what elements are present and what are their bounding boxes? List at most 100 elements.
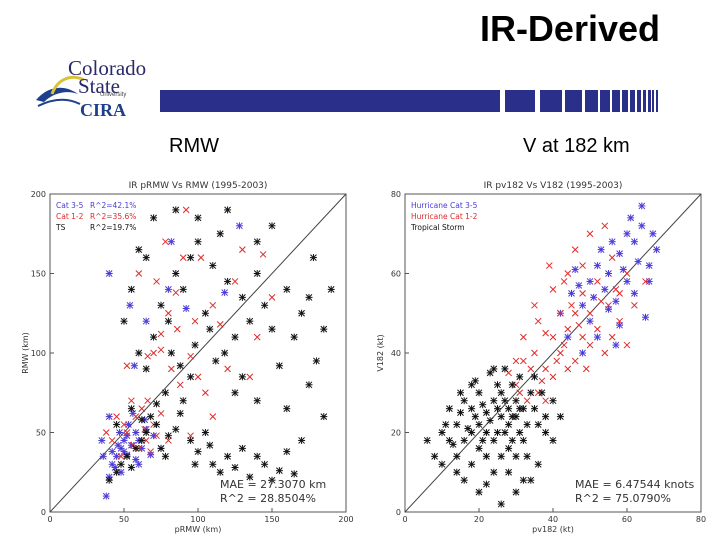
data-point xyxy=(616,250,624,258)
data-point xyxy=(216,321,224,328)
data-point xyxy=(482,480,490,488)
data-point xyxy=(453,421,461,429)
csu-cira-logo: Colorado State University CIRA xyxy=(34,56,154,122)
data-point xyxy=(631,301,638,309)
data-point xyxy=(253,238,261,246)
data-point xyxy=(630,238,638,246)
subtitle-v182: V at 182 km xyxy=(523,135,630,157)
data-point xyxy=(512,488,520,496)
data-point xyxy=(505,405,513,413)
data-point xyxy=(564,270,572,277)
data-point xyxy=(649,230,657,238)
data-point xyxy=(268,325,276,333)
data-point xyxy=(608,238,616,246)
mae-text: MAE = 6.47544 knots xyxy=(575,478,695,491)
data-point xyxy=(531,373,538,381)
data-point xyxy=(128,397,135,405)
legend-label: Cat 3-5 xyxy=(56,201,84,210)
data-point xyxy=(623,230,631,238)
reference-line xyxy=(49,193,347,513)
data-point xyxy=(105,476,113,484)
stripe-bar xyxy=(540,90,562,112)
data-point xyxy=(144,397,152,405)
data-point xyxy=(564,365,572,373)
data-point xyxy=(505,421,513,429)
data-point xyxy=(516,373,524,381)
data-point xyxy=(309,254,317,262)
stripe-bar xyxy=(565,90,582,112)
data-point xyxy=(120,436,128,444)
data-point xyxy=(179,254,187,261)
data-point xyxy=(534,317,542,325)
data-point xyxy=(519,436,527,444)
stripe-bar xyxy=(630,90,635,112)
data-point xyxy=(593,333,601,341)
data-point xyxy=(438,429,446,436)
data-point xyxy=(268,476,276,484)
stripe-bar xyxy=(585,90,598,112)
data-point xyxy=(116,429,124,436)
data-point xyxy=(623,341,631,349)
data-point xyxy=(586,230,594,238)
data-point xyxy=(512,357,520,365)
data-point xyxy=(468,405,476,413)
data-point xyxy=(449,440,457,448)
data-point xyxy=(531,301,538,309)
data-point xyxy=(123,432,131,440)
data-point xyxy=(206,325,214,333)
data-point xyxy=(638,222,646,230)
data-point xyxy=(231,463,239,471)
data-point xyxy=(642,313,649,321)
data-point xyxy=(475,421,483,429)
data-point xyxy=(153,432,160,440)
data-point xyxy=(501,365,509,373)
y-tick-label: 20 xyxy=(391,429,401,438)
data-point xyxy=(494,381,501,389)
data-point xyxy=(105,413,113,421)
stripe-bar xyxy=(622,90,628,112)
data-point xyxy=(194,214,202,222)
data-point xyxy=(221,289,229,297)
data-point xyxy=(209,413,217,420)
data-point xyxy=(224,206,232,214)
data-point xyxy=(445,405,453,413)
data-point xyxy=(575,321,583,329)
data-point xyxy=(608,254,616,261)
data-point xyxy=(187,432,194,440)
data-point xyxy=(135,246,143,254)
data-point xyxy=(442,421,450,429)
plot-title: IR pv182 Vs V182 (1995-2003) xyxy=(484,181,623,191)
data-point xyxy=(98,436,106,444)
data-point xyxy=(261,301,269,309)
y-tick-label: 150 xyxy=(31,270,46,279)
data-point xyxy=(494,405,501,413)
stripe-bar xyxy=(652,90,654,112)
data-point xyxy=(275,467,283,475)
data-point xyxy=(586,317,594,325)
data-point xyxy=(246,373,254,381)
data-point xyxy=(187,352,194,360)
x-tick-label: 60 xyxy=(622,515,632,524)
legend-stat: R^2=35.6% xyxy=(90,212,136,221)
data-point xyxy=(582,365,590,373)
y-tick-label: 0 xyxy=(41,508,46,517)
y-axis-label: RMW (km) xyxy=(21,332,30,374)
data-point xyxy=(305,381,313,389)
data-point xyxy=(275,362,283,370)
data-point xyxy=(564,325,572,333)
x-tick-label: 100 xyxy=(190,515,205,524)
data-point xyxy=(516,429,524,436)
data-point xyxy=(209,460,217,468)
data-point xyxy=(479,436,487,444)
logo-line-colorado: Colorado xyxy=(68,56,147,80)
data-point xyxy=(579,262,586,269)
data-point xyxy=(501,429,509,436)
data-point xyxy=(627,214,635,222)
data-point xyxy=(259,251,267,258)
data-point xyxy=(601,222,609,230)
data-point xyxy=(172,289,180,296)
data-point xyxy=(545,262,553,269)
data-point xyxy=(261,460,269,468)
data-point xyxy=(505,468,513,476)
data-point xyxy=(108,437,116,444)
